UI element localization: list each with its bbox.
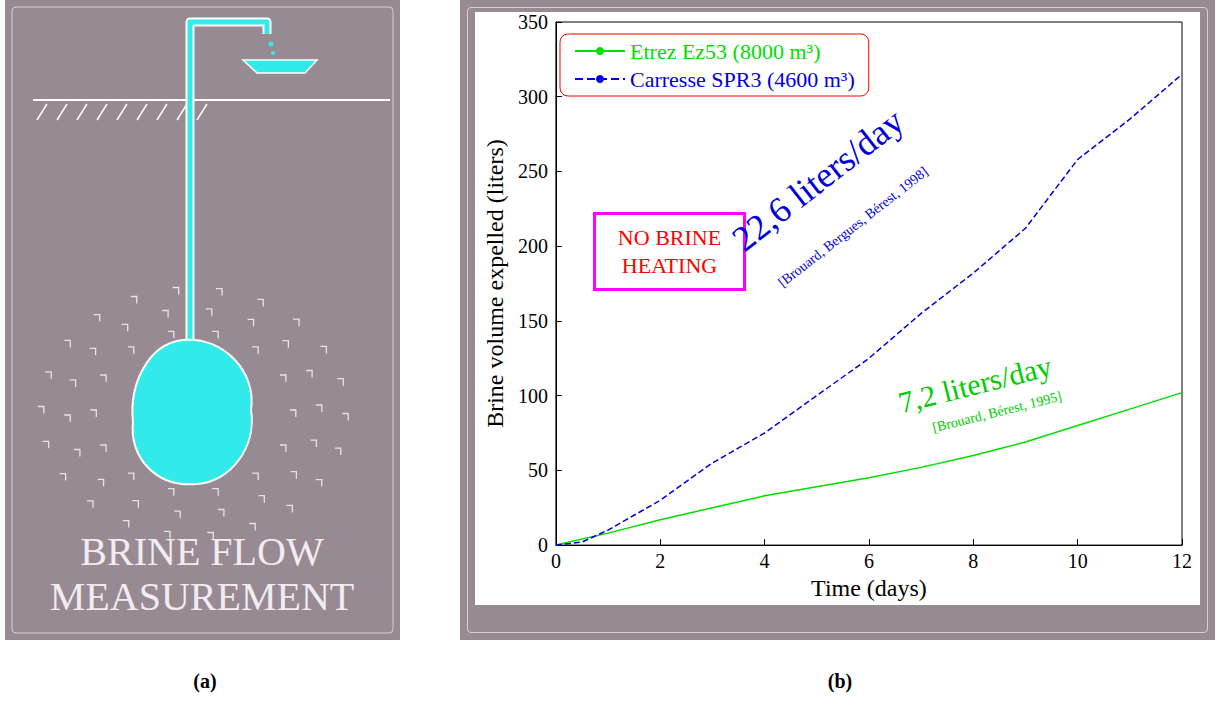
- svg-text:[Brouard, Bérest, 1995]: [Brouard, Bérest, 1995]: [931, 389, 1064, 436]
- svg-text:2: 2: [655, 550, 665, 572]
- svg-text:300: 300: [518, 86, 548, 108]
- svg-text:[Brouard, Bergues, Bérest, 199: [Brouard, Bergues, Bérest, 1998]: [775, 164, 930, 290]
- svg-text:0: 0: [538, 534, 548, 556]
- svg-text:NO BRINE: NO BRINE: [618, 225, 721, 250]
- svg-text:12: 12: [1172, 550, 1192, 572]
- svg-text:Brine volume expelled (liters): Brine volume expelled (liters): [482, 139, 508, 428]
- svg-text:0: 0: [551, 550, 561, 572]
- svg-text:50: 50: [528, 459, 548, 481]
- svg-text:MEASUREMENT: MEASUREMENT: [50, 574, 354, 619]
- svg-text:7,2 liters/day: 7,2 liters/day: [895, 349, 1055, 419]
- svg-text:200: 200: [518, 235, 548, 257]
- svg-text:6: 6: [864, 550, 874, 572]
- svg-text:HEATING: HEATING: [622, 253, 717, 278]
- svg-text:350: 350: [518, 12, 548, 33]
- svg-text:250: 250: [518, 160, 548, 182]
- svg-text:22,6 liters/day: 22,6 liters/day: [725, 101, 912, 259]
- svg-text:8: 8: [968, 550, 978, 572]
- svg-text:Time (days): Time (days): [811, 575, 927, 601]
- html-text:(b): (b): [827, 670, 853, 692]
- svg-text:10: 10: [1068, 550, 1088, 572]
- svg-text:4: 4: [760, 550, 770, 572]
- html-text:(a): (a): [193, 670, 217, 692]
- svg-text:Carresse SPR3 (4600 m³): Carresse SPR3 (4600 m³): [630, 67, 855, 92]
- svg-text:150: 150: [518, 310, 548, 332]
- svg-text:Etrez Ez53 (8000 m³): Etrez Ez53 (8000 m³): [630, 39, 820, 64]
- svg-text:BRINE FLOW: BRINE FLOW: [80, 529, 324, 574]
- svg-text:100: 100: [518, 385, 548, 407]
